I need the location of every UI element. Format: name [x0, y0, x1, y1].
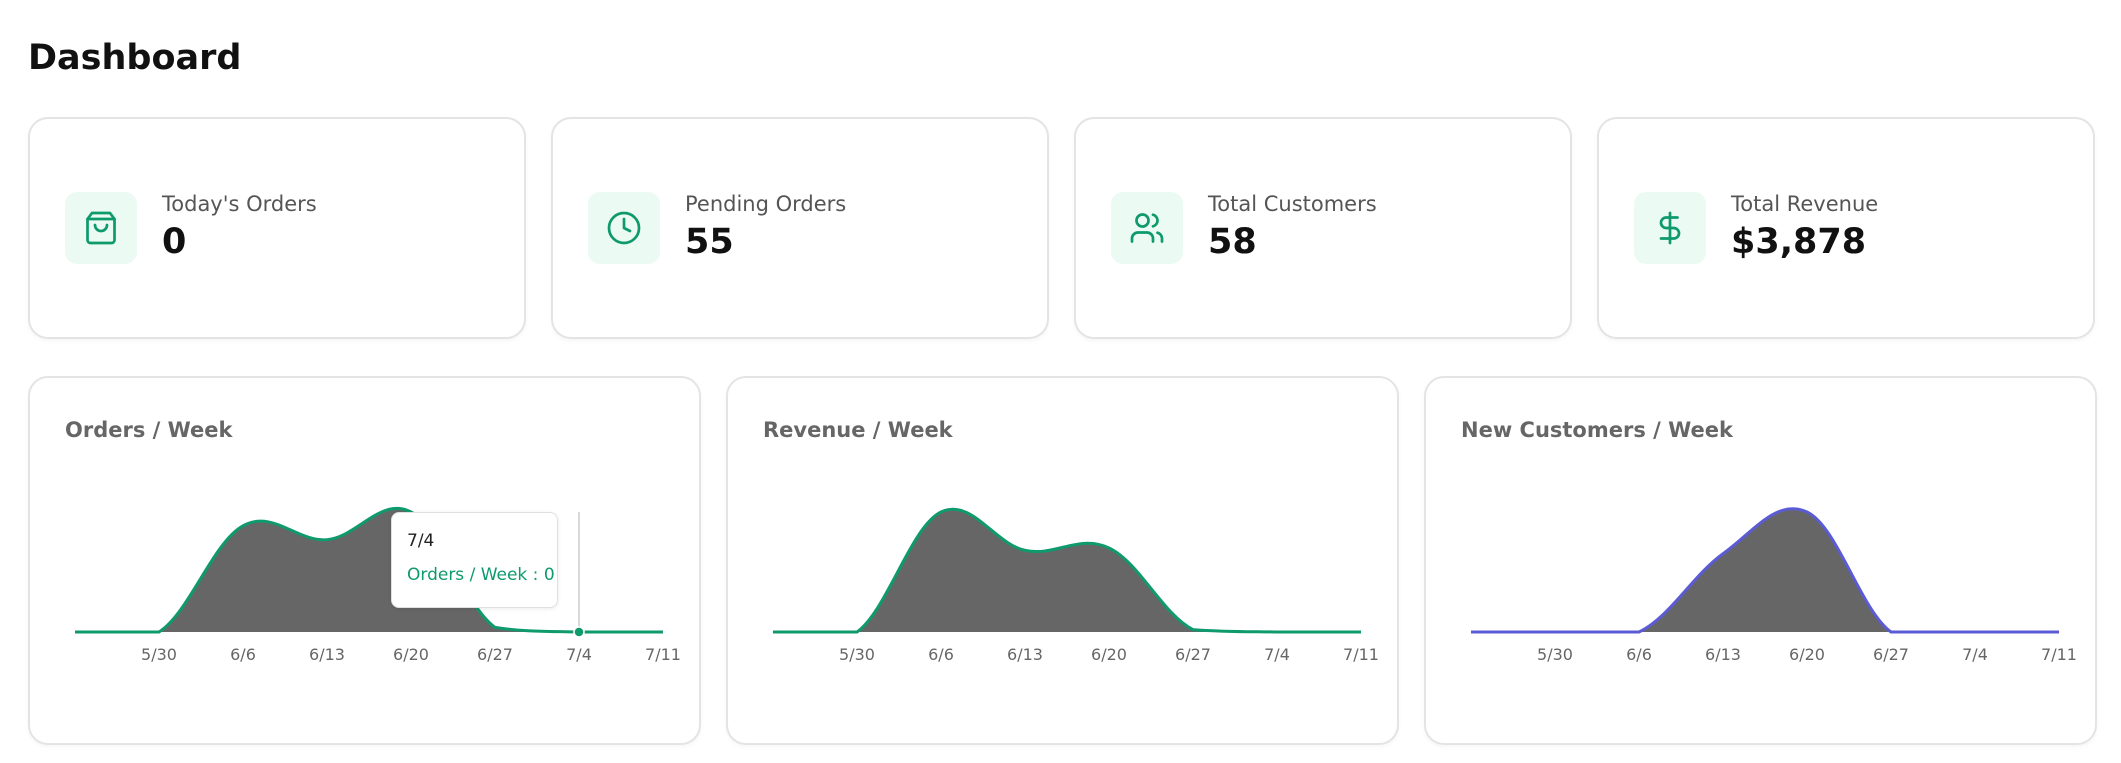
- stat-value: 58: [1208, 222, 1257, 262]
- x-tick-label: 6/20: [1091, 645, 1127, 664]
- x-tick-label: 5/30: [839, 645, 875, 664]
- customers-chart[interactable]: 5/30 6/6 6/13 6/20 6/27 7/4 7/11: [1426, 378, 2099, 747]
- chart-card-orders: Orders / Week 5/30 6/6 6/13 6/20 6/27 7/4 7/11…: [28, 376, 701, 745]
- x-tick-label: 7/4: [1264, 645, 1290, 664]
- x-tick-label: 7/11: [645, 645, 681, 664]
- area-fill: [1471, 508, 2059, 632]
- chart-title: New Customers / Week: [1461, 418, 1733, 442]
- stat-label: Pending Orders: [685, 192, 847, 216]
- stat-value: $3,878: [1731, 222, 1867, 262]
- stat-label: Today's Orders: [162, 192, 317, 216]
- stats-row: Today's Orders 0 Pending Orders 55 Total: [28, 117, 2095, 339]
- tooltip-label: 7/4: [407, 531, 435, 551]
- tooltip-value: Orders / Week : 0: [407, 563, 557, 587]
- series-line: [773, 507, 1361, 634]
- orders-chart[interactable]: 5/30 6/6 6/13 6/20 6/27 7/4 7/11: [30, 378, 703, 747]
- x-tick-label: 6/13: [1705, 645, 1741, 664]
- tooltip-number: 0: [543, 565, 555, 585]
- stat-card-total-revenue: Total Revenue $3,878: [1597, 117, 2095, 339]
- chart-card-customers: New Customers / Week 5/30 6/6 6/13 6/20 6/27…: [1424, 376, 2097, 745]
- x-tick-label: 5/30: [141, 645, 177, 664]
- x-tick-label: 5/30: [1537, 645, 1573, 664]
- stat-card-total-customers: Total Customers 58: [1074, 117, 1572, 339]
- stat-label: Total Customers: [1208, 192, 1377, 216]
- charts-row: Orders / Week 5/30 6/6 6/13 6/20 6/27 7/4 7/11…: [28, 376, 2097, 745]
- x-tick-label: 6/27: [1873, 645, 1909, 664]
- dollar-icon: [1634, 192, 1706, 264]
- active-dot[interactable]: [573, 626, 585, 638]
- revenue-chart[interactable]: 5/30 6/6 6/13 6/20 6/27 7/4 7/11: [728, 378, 1401, 747]
- area-fill: [773, 509, 1361, 632]
- x-tick-label: 6/27: [1175, 645, 1211, 664]
- chart-tooltip: 7/4 Orders / Week : 0: [391, 512, 558, 608]
- stat-value: 55: [685, 222, 734, 262]
- x-tick-label: 6/20: [393, 645, 429, 664]
- x-tick-label: 6/6: [1626, 645, 1652, 664]
- x-tick-label: 6/6: [230, 645, 256, 664]
- x-tick-label: 6/13: [309, 645, 345, 664]
- stat-card-pending-orders: Pending Orders 55: [551, 117, 1049, 339]
- x-tick-label: 7/4: [566, 645, 592, 664]
- series-line: [75, 506, 663, 634]
- x-tick-label: 6/13: [1007, 645, 1043, 664]
- stat-label: Total Revenue: [1731, 192, 1879, 216]
- area-fill: [75, 508, 663, 632]
- chart-title: Revenue / Week: [763, 418, 953, 442]
- tooltip-sep: :: [527, 565, 544, 585]
- x-tick-label: 7/11: [1343, 645, 1379, 664]
- x-tick-label: 6/20: [1789, 645, 1825, 664]
- users-icon: [1111, 192, 1183, 264]
- stat-card-todays-orders: Today's Orders 0: [28, 117, 526, 339]
- series-line: [1471, 507, 2059, 634]
- x-tick-label: 7/11: [2041, 645, 2077, 664]
- chart-title: Orders / Week: [65, 418, 233, 442]
- chart-card-revenue: Revenue / Week 5/30 6/6 6/13 6/20 6/27 7/4 7/1…: [726, 376, 1399, 745]
- shopping-bag-icon: [65, 192, 137, 264]
- x-tick-label: 6/27: [477, 645, 513, 664]
- x-tick-label: 6/6: [928, 645, 954, 664]
- tooltip-series: Orders / Week: [407, 565, 528, 585]
- clock-icon: [588, 192, 660, 264]
- stat-value: 0: [162, 222, 187, 262]
- x-tick-label: 7/4: [1962, 645, 1988, 664]
- page-title: Dashboard: [28, 38, 242, 78]
